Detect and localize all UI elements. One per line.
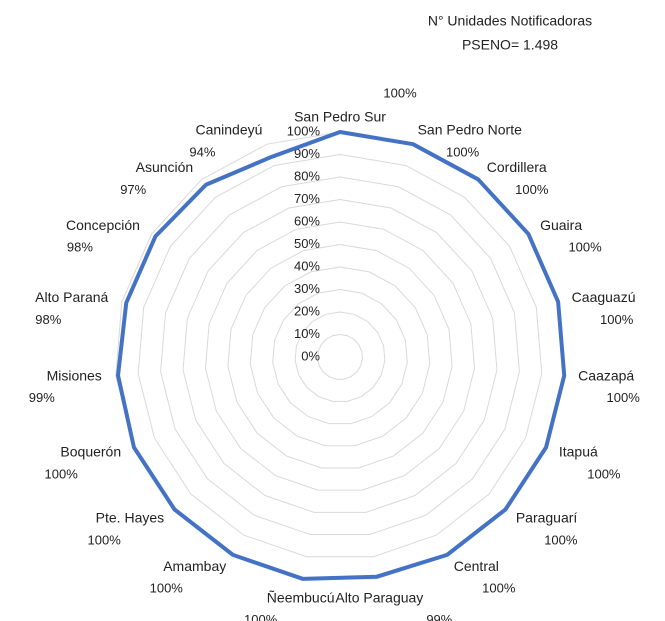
value-label: 98%	[67, 240, 93, 255]
grid-ring	[137, 153, 543, 558]
y-tick-label: 40%	[294, 258, 320, 273]
category-label: Cordillera	[487, 159, 547, 175]
chart-subtitle: PSENO= 1.498	[462, 37, 558, 53]
category-label: Paraguarí	[516, 510, 578, 526]
grid-ring	[272, 288, 408, 425]
value-label: 100%	[88, 532, 122, 547]
series-line	[116, 130, 567, 581]
value-label: 100%	[383, 85, 417, 100]
category-label: Boquerón	[60, 444, 121, 460]
category-label: Guaira	[540, 217, 582, 233]
value-label: 100%	[244, 612, 278, 621]
value-label: 100%	[150, 581, 184, 596]
category-label: Pte. Hayes	[96, 510, 164, 526]
value-label: 100%	[600, 312, 634, 327]
y-tick-label: 30%	[294, 281, 320, 296]
value-label: 97%	[120, 182, 146, 197]
value-label: 94%	[189, 144, 215, 159]
category-label: Caazapá	[578, 367, 634, 383]
value-label: 100%	[515, 182, 549, 197]
y-tick-label: 20%	[294, 303, 320, 318]
grid-ring	[249, 266, 431, 447]
category-label: Caaguazú	[572, 289, 636, 305]
grid-ring	[294, 311, 386, 402]
grid-ring	[227, 243, 453, 469]
category-label: Itapuá	[559, 444, 598, 460]
y-tick-label: 80%	[294, 168, 320, 183]
category-label: San Pedro Sur	[294, 109, 386, 125]
value-label: 100%	[45, 466, 79, 481]
value-label: 100%	[446, 144, 480, 159]
category-label: Canindeyú	[195, 122, 262, 138]
value-label: 100%	[587, 466, 621, 481]
value-label: 99%	[426, 612, 452, 621]
chart-title: N° Unidades Notificadoras	[428, 13, 592, 29]
grid-ring	[160, 176, 520, 536]
y-tick-label: 70%	[294, 191, 320, 206]
y-tick-label: 90%	[294, 146, 320, 161]
category-label: Ñeembucú	[267, 589, 335, 605]
category-label: San Pedro Norte	[418, 122, 522, 138]
grid-ring	[317, 333, 363, 380]
y-tick-label: 10%	[294, 326, 320, 341]
y-tick-label: 50%	[294, 236, 320, 251]
value-label: 98%	[35, 312, 61, 327]
y-tick-label: 60%	[294, 213, 320, 228]
category-label: Alto Paraguay	[335, 589, 423, 605]
category-label: Concepción	[66, 217, 140, 233]
value-label: 100%	[544, 532, 578, 547]
category-label: Misiones	[47, 367, 102, 383]
y-tick-label: 100%	[287, 123, 321, 138]
category-label: Alto Paraná	[35, 289, 108, 305]
value-label: 100%	[607, 390, 641, 405]
value-label: 100%	[568, 240, 602, 255]
grid-ring	[204, 221, 476, 491]
category-label: Amambay	[163, 558, 226, 574]
value-label: 99%	[29, 390, 55, 405]
category-label: Asunción	[136, 159, 194, 175]
category-label: Central	[454, 558, 499, 574]
value-label: 100%	[482, 581, 516, 596]
grid-ring	[182, 198, 498, 513]
y-tick-label: 0%	[301, 348, 320, 363]
